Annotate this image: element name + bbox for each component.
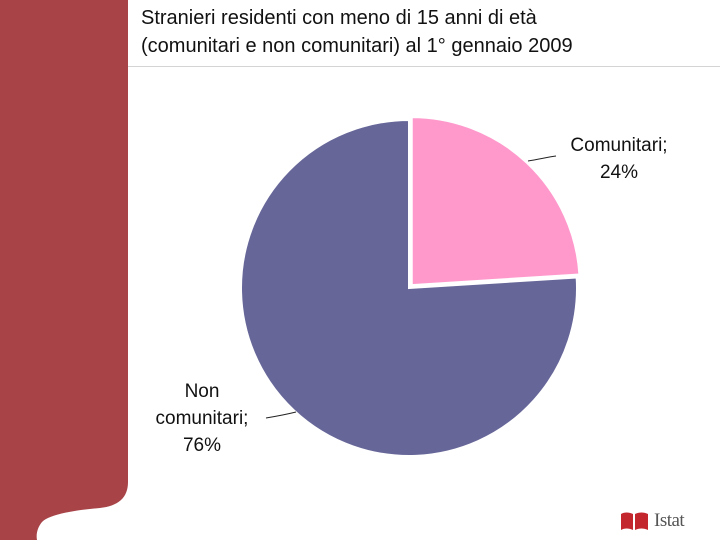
pie-slices [240, 116, 581, 457]
istat-logo-mark [621, 512, 648, 530]
slice-label-comunitari-line-2: 24% [599, 162, 639, 183]
slice-label-non-comunitari-line-3: 76% [182, 435, 222, 456]
slice-label-comunitari-line-1: Comunitari; [570, 135, 668, 156]
sidebar-shape [0, 0, 128, 540]
leader-line-non-comunitari [265, 411, 297, 419]
decorative-sidebar [0, 0, 128, 540]
title-line-2: (comunitari e non comunitari) al 1° genn… [141, 35, 573, 57]
slice-label-non-comunitari: Non comunitari; 76% [140, 378, 264, 459]
slice-label-non-comunitari-line-1: Non [184, 381, 220, 402]
pie-slice-non-comunitari [240, 118, 579, 457]
slice-label-comunitari: Comunitari; 24% [556, 132, 682, 186]
slide-title: Stranieri residenti con meno di 15 anni … [141, 4, 711, 60]
istat-logo-text: Istat [654, 510, 685, 531]
pie-slice-comunitari [410, 116, 581, 287]
title-divider [128, 66, 720, 67]
istat-logo: Istat [620, 509, 692, 533]
slice-label-non-comunitari-line-2: comunitari; [155, 408, 249, 429]
title-line-1: Stranieri residenti con meno di 15 anni … [141, 7, 537, 29]
leader-line-comunitari [527, 155, 557, 162]
